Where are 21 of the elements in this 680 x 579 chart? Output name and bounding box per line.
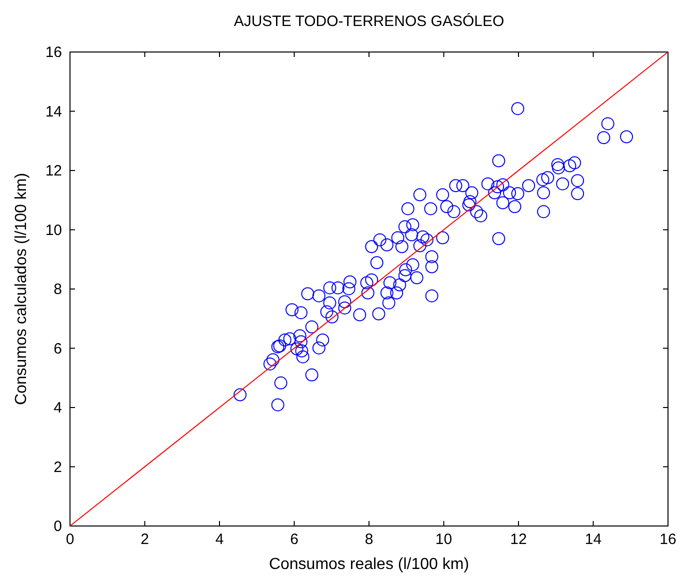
y-tick-label: 12 xyxy=(45,162,62,180)
x-tick-label: 8 xyxy=(364,531,374,548)
x-tick-label: 0 xyxy=(66,531,74,548)
x-tick-label: 4 xyxy=(215,531,224,548)
x-axis-title: Consumos reales (l/100 km) xyxy=(268,556,470,573)
y-tick-label: 10 xyxy=(45,222,62,239)
x-tick-label: 2 xyxy=(140,531,149,548)
x-tick-label: 6 xyxy=(290,531,298,548)
y-tick-label: 16 xyxy=(45,44,62,61)
y-tick-label: 0 xyxy=(54,518,62,535)
y-tick-label: 8 xyxy=(54,281,62,298)
x-tick-label: 10 xyxy=(435,531,452,548)
y-tick-label: 2 xyxy=(54,458,62,476)
x-tick-label: 14 xyxy=(584,531,602,548)
chart-title: AJUSTE TODO-TERRENOS GASÓLEO xyxy=(234,12,504,30)
x-tick-label: 12 xyxy=(510,531,527,548)
y-tick-label: 6 xyxy=(54,340,62,358)
y-tick-label: 4 xyxy=(54,400,62,416)
x-tick-label: 16 xyxy=(660,531,676,548)
y-tick-label: 14 xyxy=(45,103,62,120)
y-axis-title: Consumos calculados (l/100 km) xyxy=(13,172,30,406)
